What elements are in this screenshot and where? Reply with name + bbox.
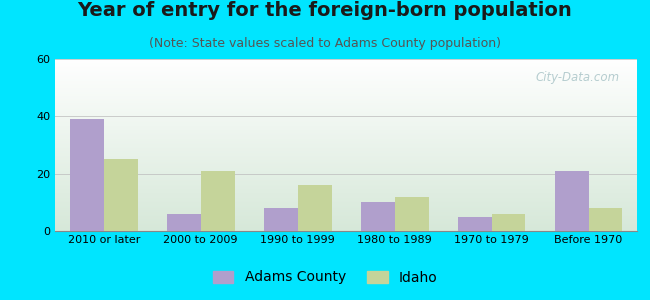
Legend: Adams County, Idaho: Adams County, Idaho	[207, 265, 443, 290]
Text: (Note: State values scaled to Adams County population): (Note: State values scaled to Adams Coun…	[149, 38, 501, 50]
Bar	[491, 214, 525, 231]
Bar	[167, 214, 201, 231]
Bar	[70, 119, 104, 231]
Bar	[264, 208, 298, 231]
Bar	[361, 202, 395, 231]
Bar	[588, 208, 623, 231]
Bar	[104, 159, 138, 231]
Text: Year of entry for the foreign-born population: Year of entry for the foreign-born popul…	[77, 2, 573, 20]
Bar	[458, 217, 491, 231]
Bar	[298, 185, 332, 231]
Bar	[395, 196, 428, 231]
Text: City-Data.com: City-Data.com	[536, 70, 619, 84]
Bar	[201, 171, 235, 231]
Bar	[554, 171, 588, 231]
